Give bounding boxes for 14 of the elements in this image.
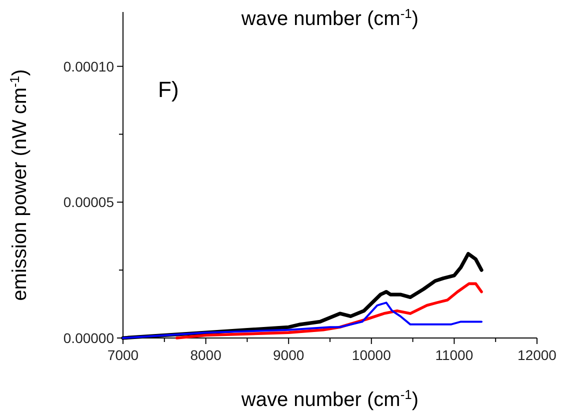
x-tick-label: 9000 xyxy=(273,347,304,363)
y-tick-label: 0.00010 xyxy=(63,58,114,74)
x-tick-label: 11000 xyxy=(435,347,474,363)
x-axis-title: wave number (cm$^{-1}$) xyxy=(240,386,419,411)
y-tick-label: 0.00005 xyxy=(63,194,114,210)
x-tick-label: 7000 xyxy=(107,347,139,363)
y-tick-label: 0.00000 xyxy=(63,330,114,346)
x-tick-label: 8000 xyxy=(190,347,222,363)
line-series xyxy=(122,302,483,339)
annotation: F) xyxy=(158,77,179,102)
x-tick-label: 12000 xyxy=(518,347,557,363)
x-tick-label: 10000 xyxy=(352,347,392,363)
x2-axis-title: wave number (cm$^{-1}$) xyxy=(240,6,419,30)
line-series xyxy=(175,282,483,340)
